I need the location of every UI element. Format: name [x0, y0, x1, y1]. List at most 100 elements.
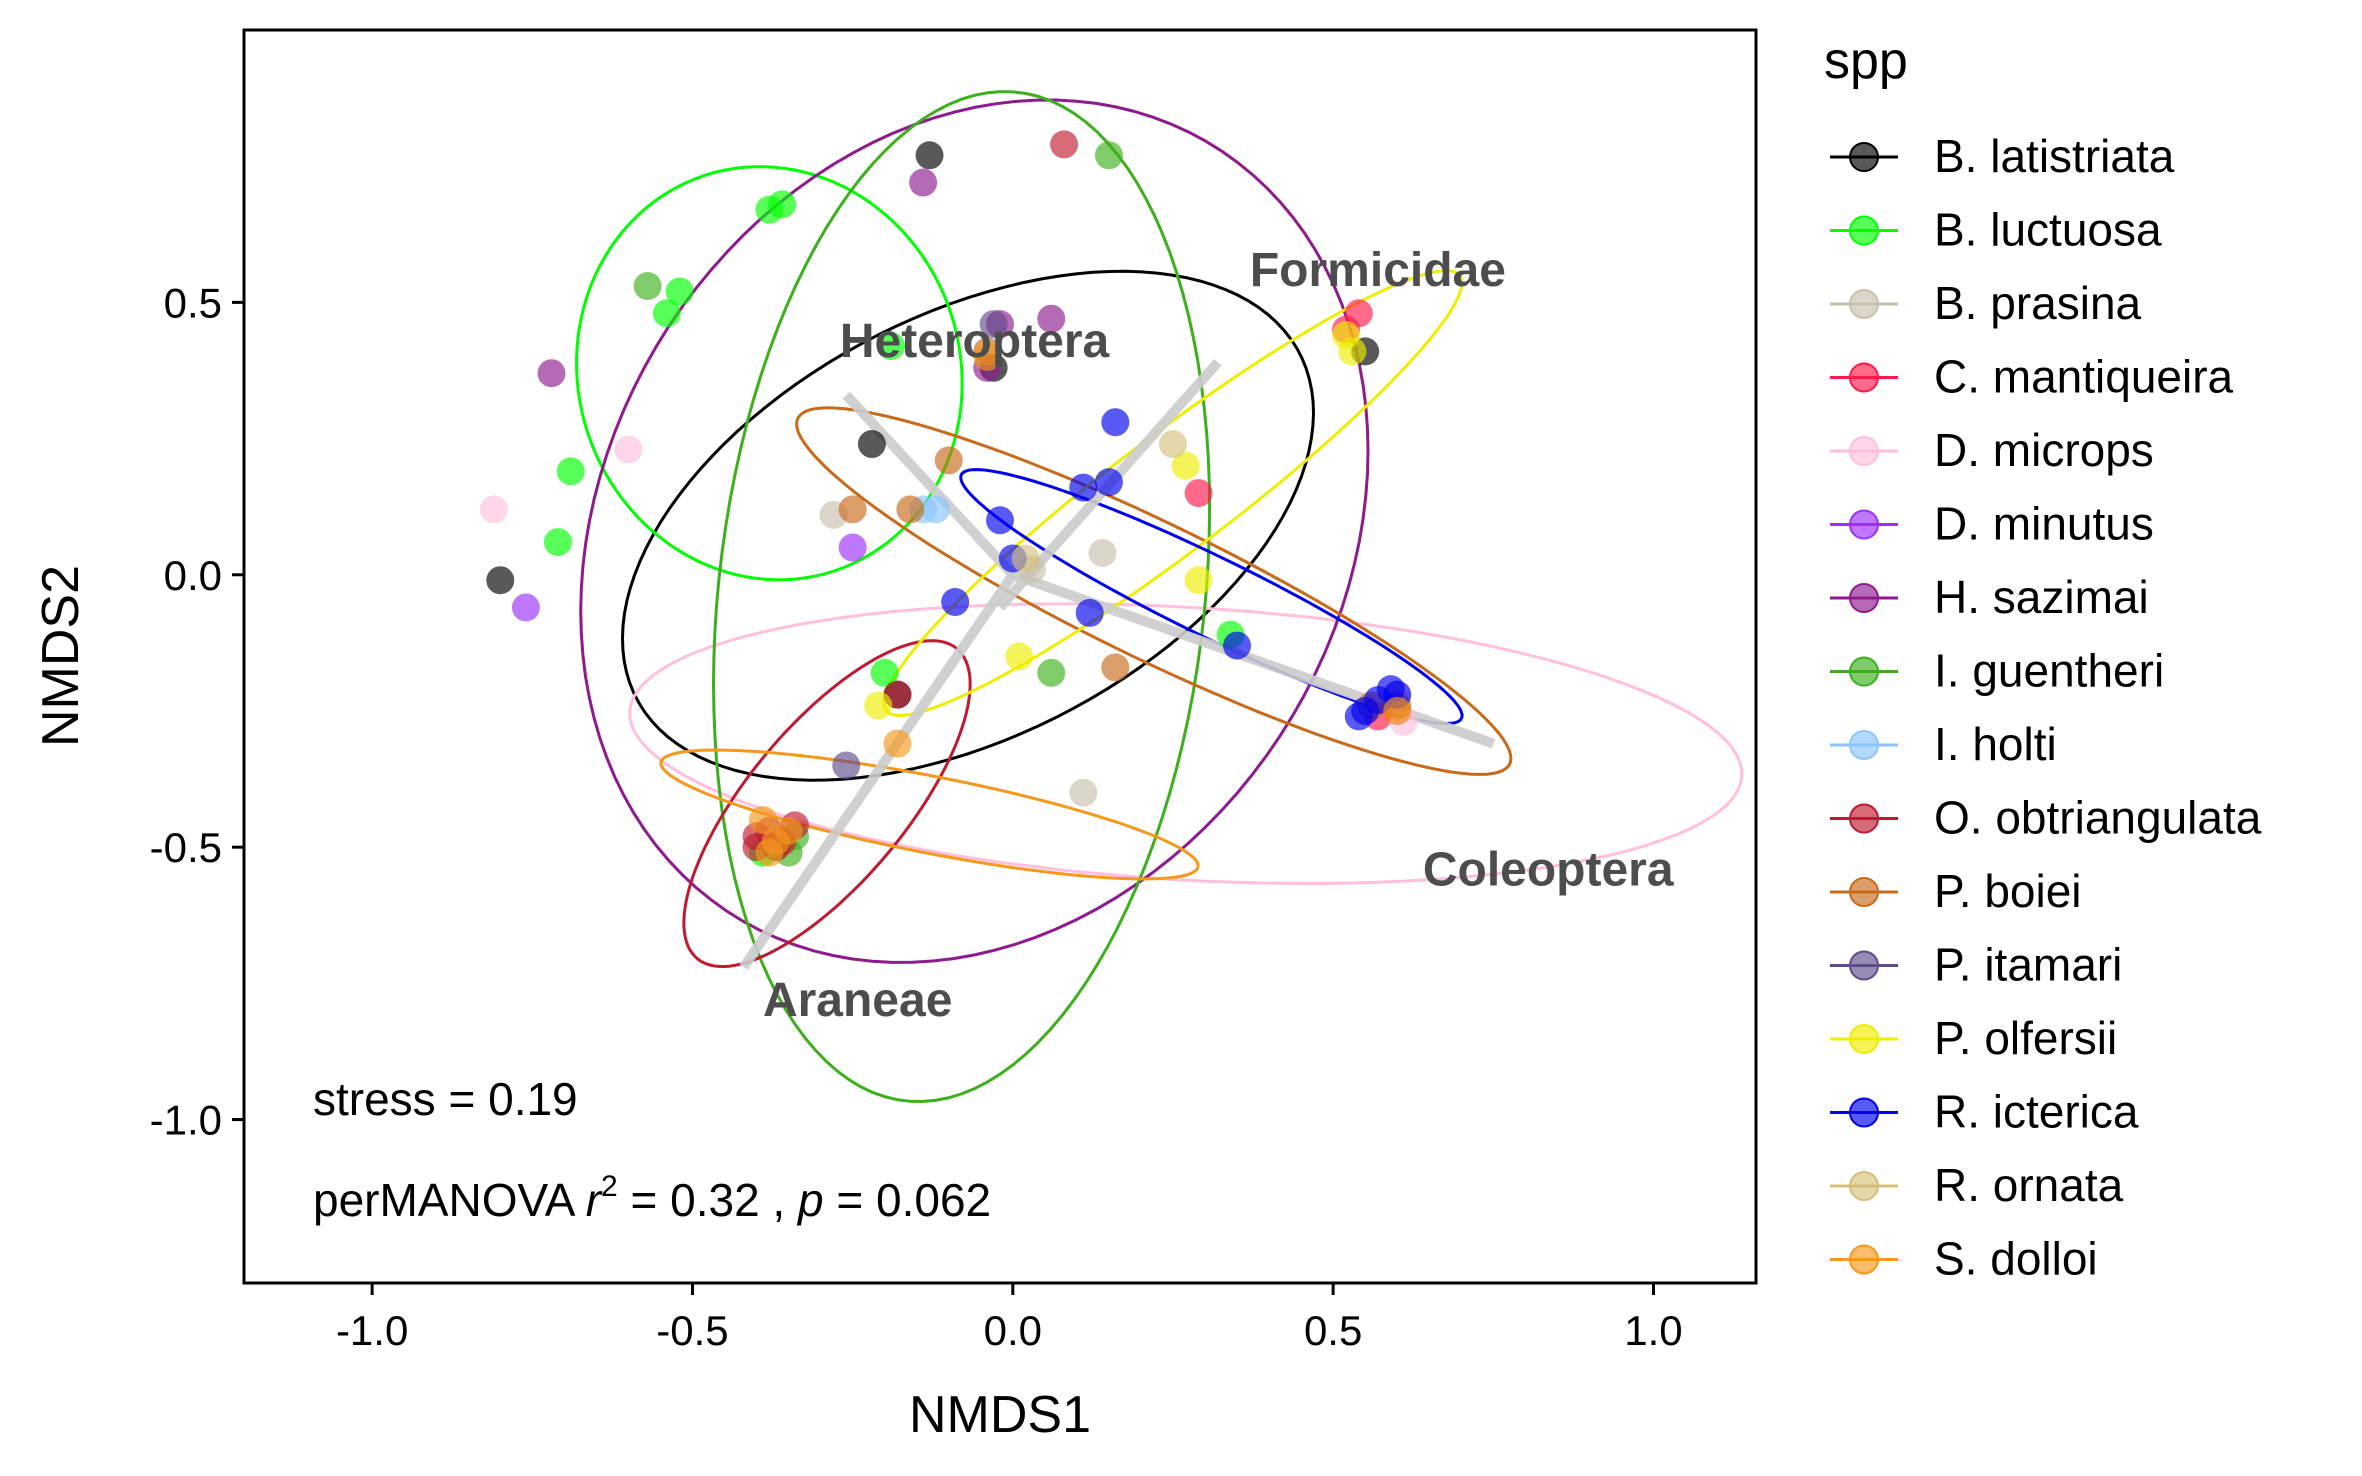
point-p-boiei-0	[934, 446, 963, 475]
legend-label-i-guentheri: I. guentheri	[1934, 645, 2164, 697]
plot-area: Formicidae Heteroptera Coleoptera Araneae	[479, 90, 1744, 1104]
r-exponent: 2	[601, 1170, 618, 1203]
point-s-dolloi-2	[774, 816, 803, 845]
point-r-icterica-7	[1223, 631, 1252, 660]
legend-label-b-prasina: B. prasina	[1934, 277, 2142, 329]
legend-label-p-olfersii: P. olfersii	[1934, 1012, 2117, 1064]
point-s-dolloi-0	[748, 805, 777, 834]
point-b-luctuosa-1	[768, 190, 797, 219]
point-r-ornata-1	[1011, 544, 1040, 573]
legend-label-h-sazimai: H. sazimai	[1934, 571, 2149, 623]
point-i-guentheri-2	[1037, 658, 1066, 687]
legend-key-h-sazimai	[1849, 583, 1879, 613]
point-i-guentheri-0	[633, 272, 662, 301]
point-b-luctuosa-4	[877, 331, 906, 360]
point-b-prasina-1	[1069, 778, 1098, 807]
point-p-boiei-1	[838, 495, 867, 524]
ellipse-d-microps	[628, 602, 1744, 886]
plot-content	[479, 90, 1744, 1104]
point-r-icterica-5	[941, 588, 970, 617]
point-b-latistriata-1	[915, 141, 944, 170]
vector-heteroptera	[842, 391, 1017, 579]
point-r-icterica-3	[986, 506, 1014, 535]
x-tick-label-2: 0.0	[984, 1307, 1042, 1354]
point-c-mantiqueira-2	[1184, 479, 1213, 508]
legend-key-i-holti	[1849, 730, 1879, 760]
point-p-olfersii-1	[1338, 337, 1367, 366]
point-s-dolloi-6	[1383, 696, 1412, 725]
point-i-holti-1	[921, 495, 950, 524]
point-b-latistriata-2	[857, 430, 886, 459]
point-d-minutus-1	[838, 533, 867, 562]
plot-panel-border	[242, 28, 1758, 1285]
point-b-luctuosa-3	[652, 299, 681, 328]
vector-label-araneae: Araneae	[763, 974, 952, 1027]
point-b-luctuosa-2	[665, 277, 694, 306]
legend-key-p-olfersii	[1849, 1024, 1879, 1054]
point-p-olfersii-3	[1184, 566, 1213, 595]
point-s-dolloi-5	[973, 342, 1002, 371]
point-s-dolloi-4	[883, 729, 912, 758]
legend-title: spp	[1824, 32, 1908, 90]
legend-label-d-microps: D. microps	[1934, 424, 2154, 476]
r-value: = 0.32 ,	[618, 1174, 798, 1226]
legend-label-s-dolloi: S. dolloi	[1934, 1233, 2098, 1285]
point-r-icterica-1	[1094, 468, 1123, 497]
p-value: = 0.062	[824, 1174, 992, 1226]
ellipse-s-dolloi	[659, 748, 1200, 881]
legend-label-d-minutus: D. minutus	[1934, 498, 2154, 550]
p-symbol: p	[796, 1174, 824, 1226]
legend-label-b-latistriata: B. latistriata	[1934, 130, 2175, 182]
x-tick-label-3: 0.5	[1304, 1307, 1362, 1354]
legend-key-c-mantiqueira	[1849, 362, 1879, 393]
legend-key-i-guentheri	[1849, 656, 1879, 687]
legend-key-b-prasina	[1849, 289, 1879, 319]
point-r-icterica-6	[1075, 598, 1104, 627]
point-r-icterica-12	[1344, 702, 1373, 731]
point-p-olfersii-5	[864, 691, 893, 720]
point-p-itamari-1	[832, 751, 861, 780]
vector-araneae	[739, 571, 1017, 970]
point-h-sazimai-1	[1037, 304, 1066, 333]
point-p-olfersii-4	[1005, 642, 1034, 671]
legend: spp B. latistriata B. luctuosa B. prasina C…	[1824, 32, 2262, 1285]
point-d-microps-0	[479, 495, 508, 524]
vector-label-formicidae: Formicidae	[1250, 244, 1506, 297]
ellipse-o-obtriangulata	[682, 639, 972, 969]
legend-label-p-itamari: P. itamari	[1934, 939, 2122, 991]
point-s-dolloi-3	[755, 838, 784, 867]
point-d-microps-1	[614, 435, 643, 464]
point-i-guentheri-1	[1094, 141, 1123, 170]
point-d-minutus-0	[511, 593, 540, 622]
legend-label-o-obtriangulata: O. obtriangulata	[1934, 792, 2262, 844]
legend-key-d-microps	[1849, 436, 1879, 466]
point-p-olfersii-2	[1171, 451, 1200, 480]
ellipse-i-guentheri	[711, 90, 1212, 1104]
legend-key-r-icterica	[1849, 1097, 1879, 1128]
vector-label-coleoptera: Coleoptera	[1423, 843, 1674, 896]
point-p-boiei-3	[1101, 653, 1130, 682]
legend-key-s-dolloi	[1849, 1244, 1879, 1275]
legend-label-b-luctuosa: B. luctuosa	[1934, 204, 2162, 256]
ellipse-p-boiei	[795, 406, 1513, 776]
point-r-icterica-0	[1101, 408, 1130, 437]
x-tick-label-1: -0.5	[656, 1307, 728, 1354]
point-b-latistriata-0	[486, 566, 515, 595]
legend-label-r-icterica: R. icterica	[1934, 1086, 2139, 1138]
legend-label-i-holti: I. holti	[1934, 718, 2057, 770]
point-o-obtriangulata-0	[1050, 130, 1079, 159]
vector-label-heteroptera: Heteroptera	[840, 315, 1110, 368]
legend-key-p-itamari	[1849, 950, 1879, 981]
y-axis-title: NMDS2	[32, 565, 90, 747]
point-r-ornata-0	[1158, 430, 1187, 459]
stats-annotation: stress = 0.19 perMANOVA r2 = 0.32 , p = …	[313, 1073, 991, 1226]
legend-key-b-luctuosa	[1849, 215, 1879, 246]
point-b-luctuosa-5	[556, 457, 585, 486]
x-tick-label-4: 1.0	[1624, 1307, 1682, 1354]
legend-key-r-ornata	[1849, 1171, 1879, 1201]
y-tick-label-1: -0.5	[150, 824, 222, 871]
legend-key-d-minutus	[1849, 509, 1879, 540]
point-p-boiei-2	[896, 495, 925, 524]
stress-label: stress = 0.19	[313, 1073, 578, 1125]
